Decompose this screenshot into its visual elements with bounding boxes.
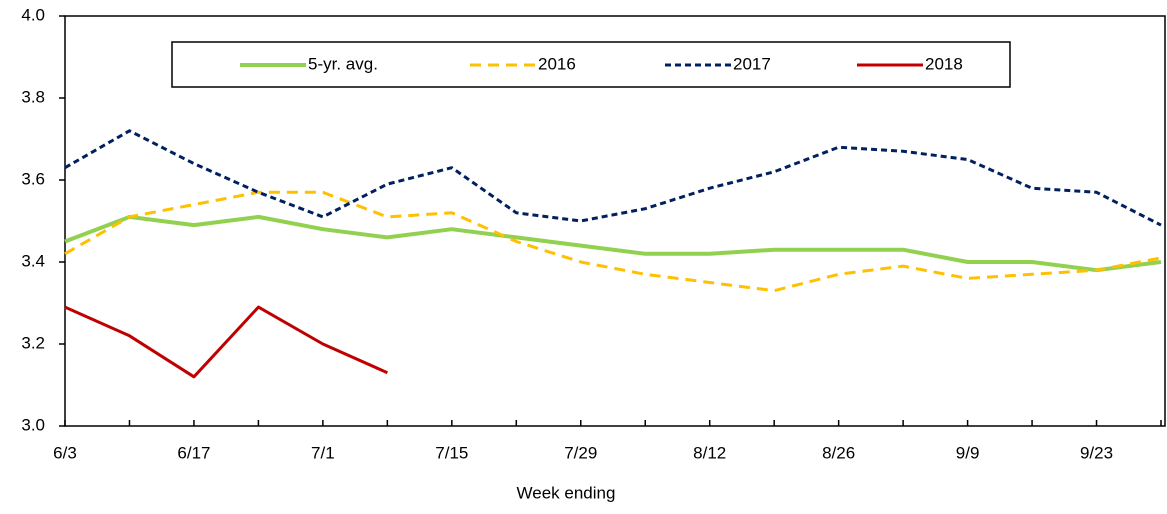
x-tick-label: 6/3 [53, 443, 77, 462]
series-line [64, 129, 1162, 227]
y-tick-label: 3.8 [21, 87, 45, 106]
plot-area [64, 15, 1166, 427]
x-tick-label: 7/1 [311, 443, 335, 462]
x-tick-label: 7/15 [435, 443, 468, 462]
x-tick-label: 7/29 [564, 443, 597, 462]
y-tick-label: 3.4 [21, 251, 45, 270]
x-tick-label: 8/12 [693, 443, 726, 462]
legend-box [171, 41, 1011, 88]
x-tick-label: 6/17 [177, 443, 210, 462]
legend-label: 2017 [733, 54, 771, 73]
legend-label: 2016 [538, 54, 576, 73]
x-tick-label: 9/9 [956, 443, 980, 462]
y-tick-label: 3.0 [21, 415, 45, 434]
x-axis-label: Week ending [517, 483, 616, 502]
series-line [64, 305, 388, 379]
y-tick-label: 4.0 [21, 5, 45, 24]
series-line [64, 190, 1162, 293]
x-tick-label: 8/26 [822, 443, 855, 462]
y-tick-label: 3.6 [21, 169, 45, 188]
x-tick-label: 9/23 [1080, 443, 1113, 462]
series-line [64, 214, 1162, 273]
legend-label: 2018 [925, 54, 963, 73]
y-tick-label: 3.2 [21, 333, 45, 352]
legend-label: 5-yr. avg. [308, 54, 378, 73]
